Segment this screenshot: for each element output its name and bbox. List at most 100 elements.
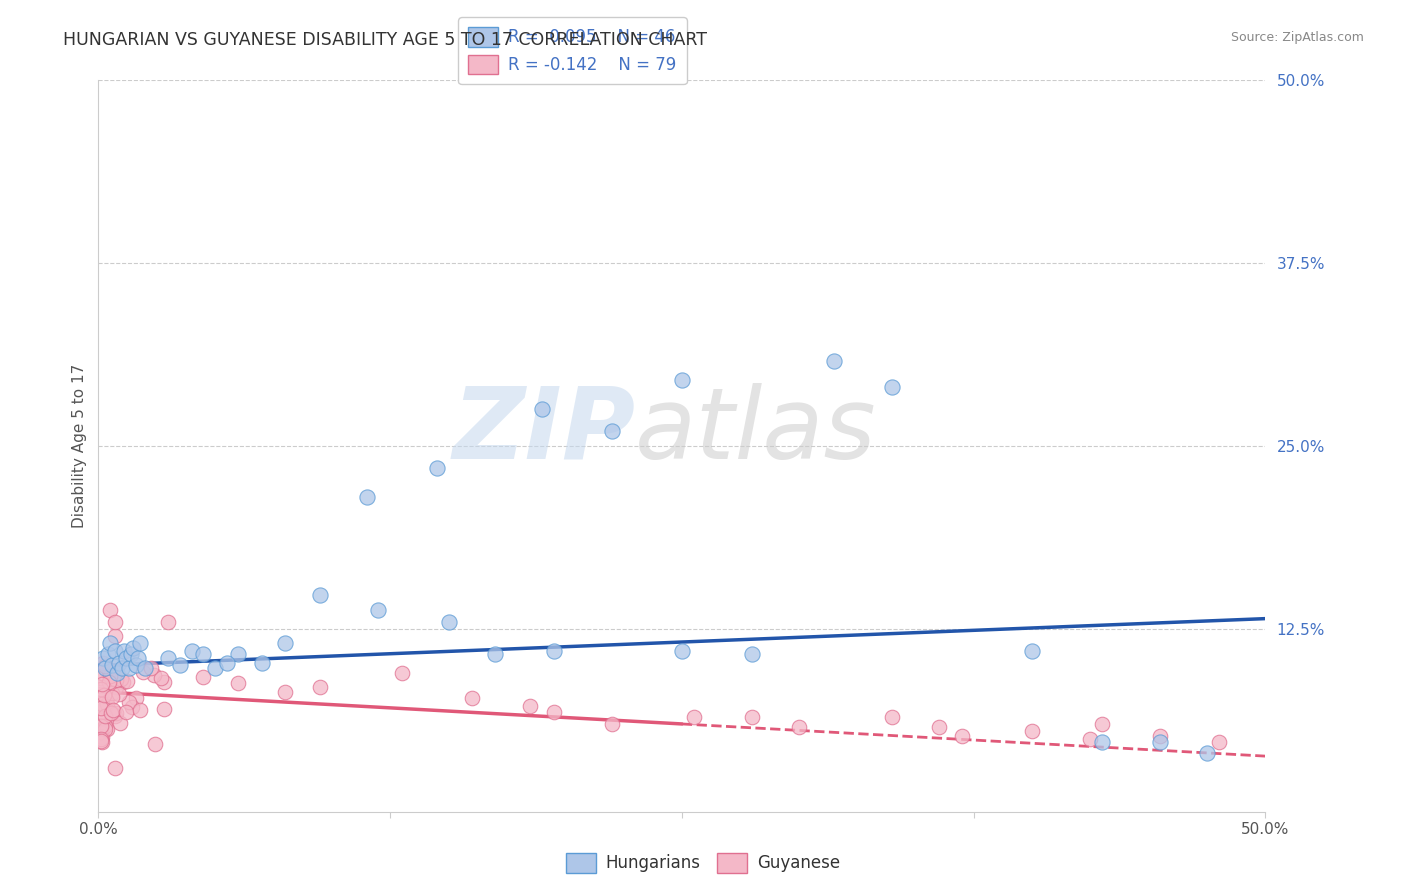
Point — [90, 724, 112, 739]
Point — [823, 354, 845, 368]
Point — [104, 706, 127, 720]
Point — [101, 706, 124, 720]
Point — [90, 718, 112, 732]
Point — [193, 647, 215, 661]
Point — [94, 719, 117, 733]
Point — [1208, 734, 1230, 748]
Point — [96, 697, 118, 711]
Point — [118, 694, 141, 708]
Point — [143, 737, 166, 751]
Point — [1195, 746, 1218, 760]
Point — [787, 720, 810, 734]
Point — [928, 720, 950, 734]
Point — [115, 674, 138, 689]
Point — [122, 640, 145, 655]
Point — [682, 709, 704, 723]
Point — [104, 629, 127, 643]
Point — [101, 658, 124, 673]
Point — [107, 687, 129, 701]
Point — [142, 667, 165, 681]
Point — [91, 666, 114, 681]
Point — [250, 656, 273, 670]
Point — [228, 676, 250, 690]
Point — [215, 656, 238, 670]
Point — [112, 644, 135, 658]
Point — [121, 700, 143, 714]
Point — [90, 700, 112, 714]
Point — [97, 647, 120, 661]
Point — [90, 697, 112, 711]
Point — [94, 661, 117, 675]
Point — [530, 402, 553, 417]
Point — [132, 665, 155, 679]
Point — [91, 656, 114, 670]
Point — [105, 673, 128, 687]
Point — [741, 709, 763, 723]
Point — [101, 690, 124, 705]
Point — [153, 675, 176, 690]
Point — [93, 688, 115, 702]
Point — [129, 703, 152, 717]
Point — [157, 651, 180, 665]
Point — [127, 651, 149, 665]
Y-axis label: Disability Age 5 to 17: Disability Age 5 to 17 — [72, 364, 87, 528]
Point — [180, 644, 202, 658]
Point — [98, 664, 121, 678]
Point — [94, 723, 117, 737]
Point — [118, 661, 141, 675]
Point — [101, 686, 124, 700]
Point — [115, 651, 138, 665]
Point — [125, 658, 148, 673]
Point — [671, 644, 693, 658]
Point — [1021, 644, 1043, 658]
Point — [104, 709, 127, 723]
Point — [600, 717, 623, 731]
Point — [437, 615, 460, 629]
Point — [600, 425, 623, 439]
Point — [356, 490, 378, 504]
Point — [880, 380, 903, 394]
Point — [91, 651, 114, 665]
Point — [1091, 717, 1114, 731]
Point — [90, 681, 112, 696]
Point — [157, 615, 180, 629]
Point — [169, 658, 191, 673]
Point — [461, 690, 484, 705]
Point — [228, 647, 250, 661]
Point — [139, 661, 162, 675]
Point — [104, 615, 127, 629]
Point — [108, 715, 131, 730]
Point — [91, 711, 114, 725]
Point — [90, 719, 112, 733]
Point — [104, 761, 127, 775]
Point — [426, 461, 449, 475]
Point — [519, 699, 541, 714]
Point — [204, 661, 226, 675]
Point — [90, 672, 112, 686]
Point — [96, 722, 118, 736]
Point — [105, 665, 128, 680]
Point — [309, 681, 332, 695]
Text: Source: ZipAtlas.com: Source: ZipAtlas.com — [1230, 31, 1364, 45]
Point — [543, 644, 565, 658]
Point — [104, 680, 127, 694]
Text: HUNGARIAN VS GUYANESE DISABILITY AGE 5 TO 17 CORRELATION CHART: HUNGARIAN VS GUYANESE DISABILITY AGE 5 T… — [63, 31, 707, 49]
Point — [671, 373, 693, 387]
Point — [108, 656, 131, 670]
Point — [741, 647, 763, 661]
Legend: Hungarians, Guyanese: Hungarians, Guyanese — [560, 847, 846, 880]
Point — [1149, 729, 1171, 743]
Point — [98, 669, 121, 683]
Point — [98, 675, 121, 690]
Point — [391, 665, 413, 680]
Point — [94, 699, 117, 714]
Point — [134, 661, 156, 675]
Point — [90, 687, 112, 701]
Point — [484, 647, 506, 661]
Point — [103, 703, 125, 717]
Point — [100, 706, 122, 721]
Point — [129, 636, 152, 650]
Text: ZIP: ZIP — [453, 383, 636, 480]
Point — [193, 670, 215, 684]
Point — [91, 677, 114, 691]
